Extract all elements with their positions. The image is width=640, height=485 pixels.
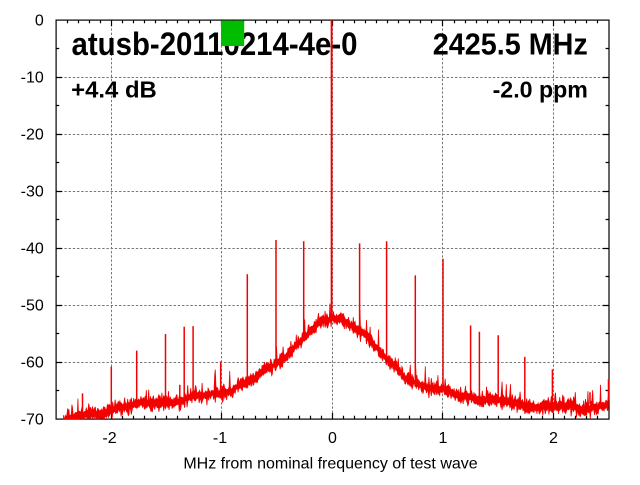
svg-text:+4.4 dB: +4.4 dB [71,76,157,102]
svg-text:0: 0 [35,12,44,29]
svg-text:-2.0 ppm: -2.0 ppm [493,76,588,102]
svg-text:0: 0 [328,430,337,447]
svg-text:-60: -60 [21,354,44,371]
svg-text:atusb-20110214-4e-0: atusb-20110214-4e-0 [72,26,358,62]
svg-text:2425.5 MHz: 2425.5 MHz [433,26,588,61]
svg-text:-50: -50 [21,297,44,314]
svg-text:-2: -2 [102,430,116,447]
svg-text:1: 1 [439,430,448,447]
svg-text:-40: -40 [21,240,44,257]
svg-text:-10: -10 [21,69,44,86]
svg-text:MHz from nominal frequency of: MHz from nominal frequency of test wave [183,456,477,473]
svg-text:2: 2 [549,430,558,447]
svg-text:-20: -20 [21,126,44,143]
svg-text:-1: -1 [213,430,227,447]
svg-text:-70: -70 [21,411,44,428]
svg-text:-30: -30 [21,183,44,200]
